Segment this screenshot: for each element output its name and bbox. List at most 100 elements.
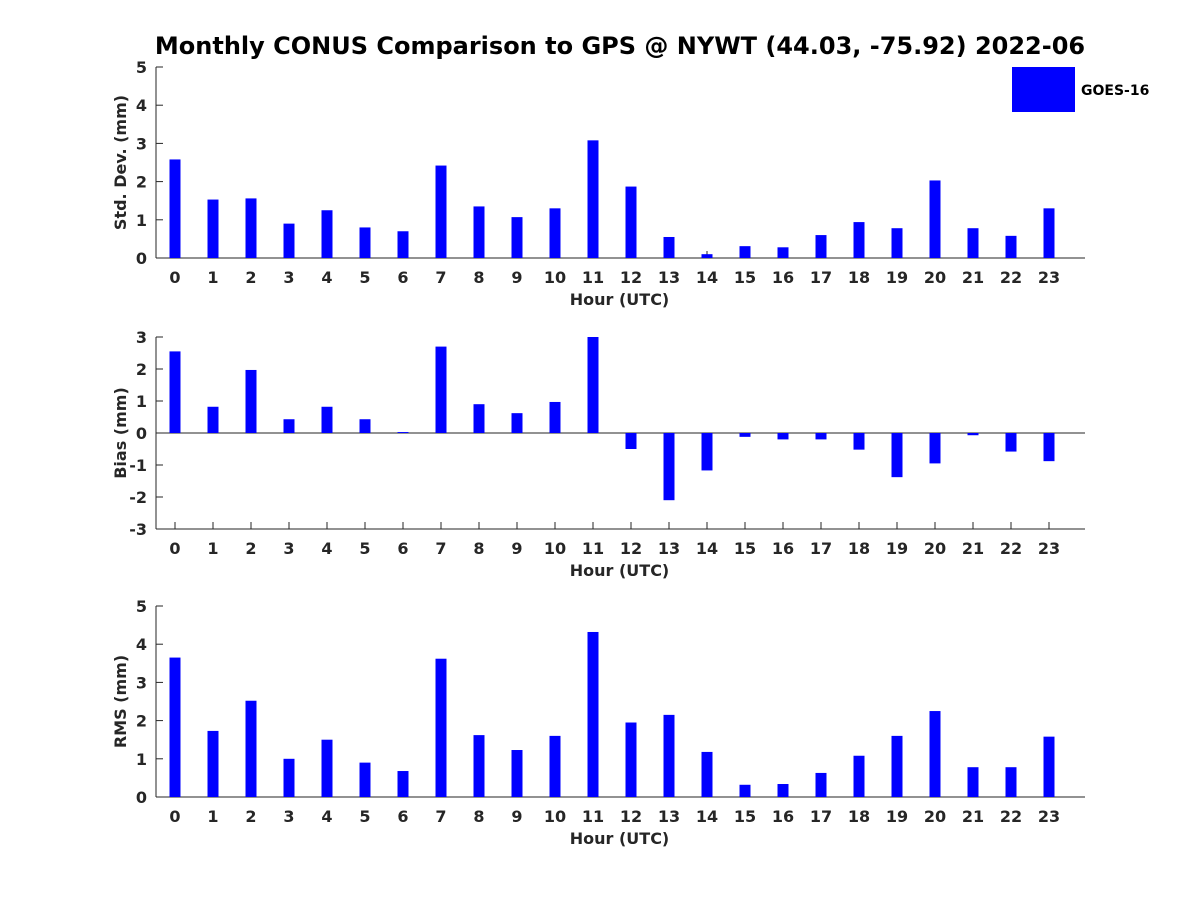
x-tick-label: 13 — [658, 268, 680, 287]
y-axis-label: Bias (mm) — [111, 387, 130, 479]
legend: GOES-16 — [1012, 67, 1149, 112]
bar-hour-23 — [1043, 208, 1055, 258]
y-axis-label: Std. Dev. (mm) — [111, 95, 130, 230]
bar-hour-7 — [435, 165, 447, 258]
bar-hour-5 — [359, 419, 371, 433]
x-tick-label: 14 — [696, 807, 718, 826]
x-tick-label: 1 — [207, 807, 218, 826]
bar-hour-22 — [1005, 235, 1017, 258]
x-tick-label: 3 — [283, 539, 294, 558]
y-tick-label: 3 — [136, 673, 147, 692]
y-tick-label: -1 — [129, 456, 147, 475]
bar-hour-19 — [891, 228, 903, 258]
bar-hour-7 — [435, 346, 447, 433]
y-tick-label: 3 — [136, 328, 147, 347]
x-tick-label: 13 — [658, 539, 680, 558]
bar-hour-21 — [967, 767, 979, 797]
bar-hour-9 — [511, 750, 523, 797]
y-tick-label: 0 — [136, 249, 147, 268]
x-tick-label: 13 — [658, 807, 680, 826]
bar-hour-1 — [207, 730, 219, 797]
x-tick-label: 11 — [582, 807, 604, 826]
x-axis-label: Hour (UTC) — [570, 561, 670, 580]
x-tick-label: 4 — [321, 268, 332, 287]
y-tick-label: 2 — [136, 712, 147, 731]
x-tick-label: 17 — [810, 539, 832, 558]
bar-hour-2 — [245, 369, 257, 433]
bar-hour-12 — [625, 433, 637, 449]
y-tick-label: 5 — [136, 597, 147, 616]
bar-hour-4 — [321, 739, 333, 797]
bar-hour-14 — [701, 751, 713, 797]
bar-hour-17 — [815, 772, 827, 797]
x-axis-label: Hour (UTC) — [570, 290, 670, 309]
y-tick-label: 1 — [136, 750, 147, 769]
x-tick-label: 18 — [848, 268, 870, 287]
bar-hour-3 — [283, 223, 295, 258]
y-axis-label: RMS (mm) — [111, 655, 130, 748]
x-tick-label: 0 — [169, 539, 180, 558]
x-tick-label: 4 — [321, 807, 332, 826]
y-tick-label: 1 — [136, 392, 147, 411]
x-tick-label: 2 — [245, 268, 256, 287]
x-tick-label: 19 — [886, 807, 908, 826]
bar-hour-2 — [245, 700, 257, 797]
bar-hour-6 — [397, 432, 409, 433]
bar-hour-22 — [1005, 433, 1017, 452]
y-tick-label: 0 — [136, 788, 147, 807]
bar-hour-23 — [1043, 736, 1055, 797]
bar-hour-4 — [321, 406, 333, 433]
x-tick-label: 12 — [620, 539, 642, 558]
bar-hour-2 — [245, 198, 257, 258]
x-tick-label: 10 — [544, 807, 566, 826]
x-tick-label: 22 — [1000, 268, 1022, 287]
bar-hour-16 — [777, 784, 789, 797]
y-tick-label: -3 — [129, 520, 147, 539]
x-tick-label: 20 — [924, 539, 946, 558]
bar-hour-19 — [891, 735, 903, 797]
bar-hour-9 — [511, 217, 523, 258]
bar-hour-18 — [853, 433, 865, 450]
bar-hour-4 — [321, 210, 333, 258]
x-tick-label: 6 — [397, 539, 408, 558]
y-tick-label: 0 — [136, 424, 147, 443]
bar-hour-23 — [1043, 433, 1055, 462]
x-tick-label: 20 — [924, 807, 946, 826]
bar-hour-17 — [815, 433, 827, 440]
y-tick-label: -2 — [129, 488, 147, 507]
bar-hour-15 — [739, 246, 751, 258]
bar-hour-13 — [663, 433, 675, 501]
x-tick-label: 2 — [245, 807, 256, 826]
x-tick-label: 1 — [207, 268, 218, 287]
x-tick-label: 11 — [582, 268, 604, 287]
bar-hour-13 — [663, 236, 675, 258]
bar-hour-7 — [435, 658, 447, 797]
x-tick-label: 9 — [511, 539, 522, 558]
x-tick-label: 14 — [696, 539, 718, 558]
bar-hour-0 — [169, 657, 181, 797]
bar-hour-3 — [283, 758, 295, 797]
x-tick-label: 5 — [359, 807, 370, 826]
x-tick-label: 1 — [207, 539, 218, 558]
bar-hour-20 — [929, 433, 941, 464]
x-tick-label: 11 — [582, 539, 604, 558]
x-tick-label: 4 — [321, 539, 332, 558]
x-tick-label: 7 — [435, 807, 446, 826]
x-tick-label: 23 — [1038, 539, 1060, 558]
x-tick-label: 2 — [245, 539, 256, 558]
x-tick-label: 0 — [169, 268, 180, 287]
bar-hour-0 — [169, 351, 181, 433]
bar-hour-11 — [587, 140, 599, 258]
bar-hour-17 — [815, 235, 827, 258]
x-tick-label: 0 — [169, 807, 180, 826]
x-tick-label: 23 — [1038, 268, 1060, 287]
bar-hour-6 — [397, 231, 409, 258]
legend-swatch-goes-16 — [1012, 67, 1075, 112]
bar-hour-5 — [359, 227, 371, 258]
x-tick-label: 21 — [962, 539, 984, 558]
x-tick-label: 15 — [734, 268, 756, 287]
